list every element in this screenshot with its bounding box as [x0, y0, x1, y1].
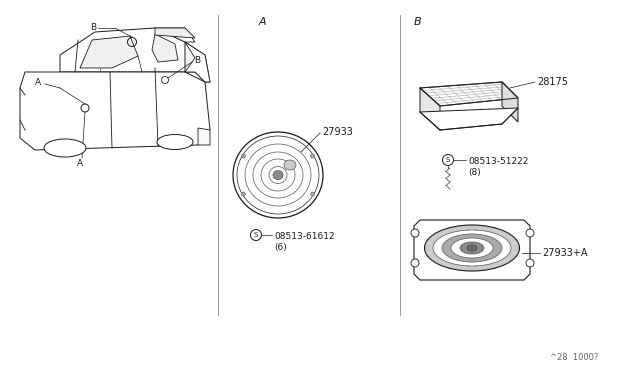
Text: B: B — [90, 22, 96, 32]
Circle shape — [411, 259, 419, 267]
Text: A: A — [258, 17, 266, 27]
Ellipse shape — [467, 245, 477, 251]
Ellipse shape — [433, 230, 511, 266]
Ellipse shape — [284, 160, 296, 170]
Polygon shape — [155, 28, 195, 38]
Circle shape — [411, 229, 419, 237]
Polygon shape — [20, 72, 210, 150]
Polygon shape — [420, 108, 518, 130]
Polygon shape — [420, 82, 518, 106]
Text: B: B — [194, 55, 200, 64]
Polygon shape — [155, 28, 195, 42]
Text: 08513-51222
(8): 08513-51222 (8) — [468, 157, 529, 177]
Polygon shape — [198, 128, 210, 145]
Polygon shape — [185, 42, 210, 82]
Text: 27933+A: 27933+A — [542, 248, 588, 258]
Text: S: S — [254, 232, 258, 238]
Ellipse shape — [261, 159, 295, 191]
Polygon shape — [414, 220, 530, 280]
Circle shape — [250, 230, 262, 241]
Ellipse shape — [273, 170, 283, 180]
Text: S: S — [446, 157, 450, 163]
Ellipse shape — [253, 152, 303, 198]
Polygon shape — [60, 28, 195, 72]
Ellipse shape — [460, 242, 484, 254]
Ellipse shape — [237, 136, 319, 214]
Polygon shape — [420, 88, 440, 130]
Ellipse shape — [157, 135, 193, 150]
Circle shape — [526, 259, 534, 267]
Ellipse shape — [442, 234, 502, 262]
Text: 27933: 27933 — [322, 127, 353, 137]
Text: A: A — [77, 158, 83, 167]
Text: A: A — [35, 77, 41, 87]
Circle shape — [310, 192, 315, 196]
Circle shape — [241, 154, 245, 158]
Text: ^28  1000?: ^28 1000? — [550, 353, 598, 362]
Polygon shape — [80, 36, 138, 68]
Polygon shape — [185, 42, 210, 82]
Circle shape — [442, 154, 454, 166]
Ellipse shape — [269, 167, 287, 183]
Circle shape — [526, 229, 534, 237]
Polygon shape — [502, 82, 518, 122]
Circle shape — [241, 192, 245, 196]
Text: 08513-61612
(6): 08513-61612 (6) — [274, 232, 335, 252]
Polygon shape — [152, 34, 178, 62]
Ellipse shape — [233, 132, 323, 218]
Circle shape — [310, 154, 315, 158]
Ellipse shape — [245, 144, 311, 206]
Text: 28175: 28175 — [537, 77, 568, 87]
Ellipse shape — [424, 225, 520, 271]
Ellipse shape — [44, 139, 86, 157]
Ellipse shape — [451, 238, 493, 258]
Text: B: B — [414, 17, 422, 27]
